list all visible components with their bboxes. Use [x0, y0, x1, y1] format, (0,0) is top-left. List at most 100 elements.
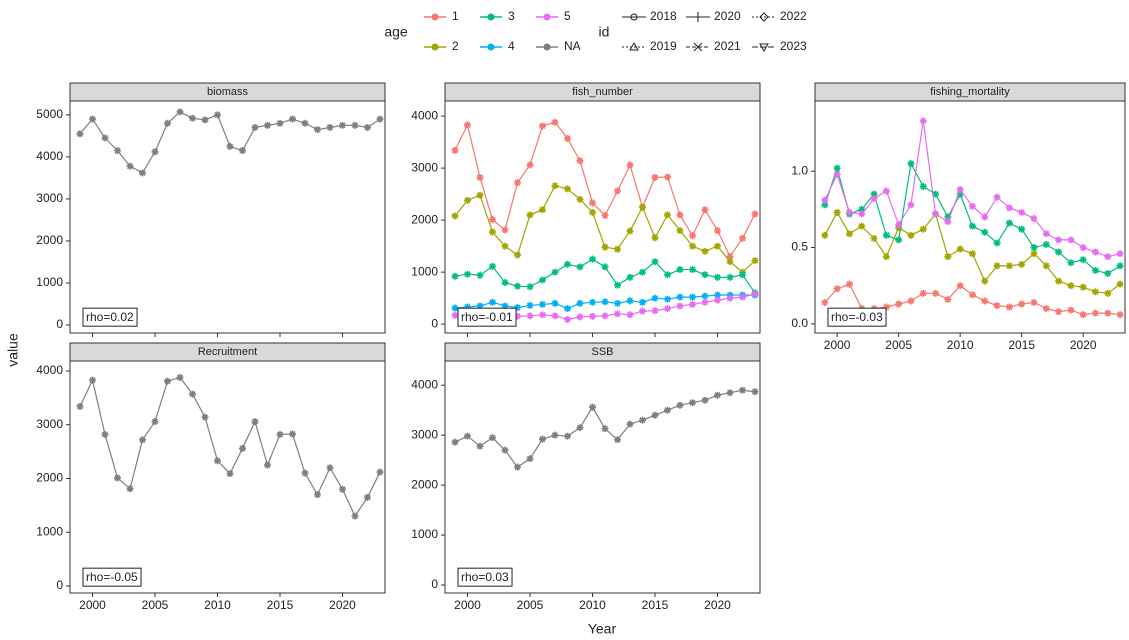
point — [126, 485, 134, 493]
y-tick-label: 4000 — [411, 108, 438, 122]
point — [639, 416, 646, 424]
point — [464, 196, 471, 204]
point — [882, 187, 890, 195]
x-tick-label: 2020 — [704, 598, 731, 612]
point — [589, 255, 596, 263]
point — [176, 373, 184, 381]
point — [751, 290, 759, 298]
point — [968, 291, 976, 299]
point — [576, 157, 584, 165]
point — [833, 164, 841, 172]
point — [614, 245, 621, 253]
point — [726, 273, 734, 281]
legend-key — [487, 43, 495, 51]
point — [833, 208, 841, 216]
legend-key — [431, 43, 439, 51]
point — [626, 161, 634, 169]
point — [76, 402, 84, 410]
point — [639, 298, 646, 306]
point — [551, 118, 559, 126]
x-tick-label: 2000 — [824, 338, 851, 352]
point — [476, 271, 484, 279]
point — [701, 271, 709, 279]
point — [526, 211, 534, 219]
point — [589, 208, 596, 216]
y-tick-label: 1000 — [36, 524, 63, 538]
point — [626, 297, 634, 305]
point — [1005, 303, 1013, 311]
point — [858, 222, 866, 230]
point — [626, 227, 634, 235]
point — [614, 281, 621, 289]
y-tick-label: 1000 — [411, 264, 438, 278]
y-tick-label: 3000 — [36, 191, 63, 205]
y-tick-label: 3000 — [411, 427, 438, 441]
point — [882, 231, 890, 239]
x-tick-label: 2015 — [642, 598, 669, 612]
point — [539, 206, 546, 214]
point — [514, 282, 521, 290]
point — [564, 260, 571, 268]
point — [651, 258, 659, 266]
point — [821, 196, 829, 204]
point — [651, 234, 659, 242]
point — [739, 234, 746, 242]
point — [1030, 244, 1038, 252]
point — [701, 292, 709, 300]
point — [514, 312, 521, 320]
point — [189, 390, 196, 398]
point — [882, 253, 890, 261]
point — [739, 293, 746, 301]
point — [514, 179, 521, 187]
y-tick-label: 0 — [431, 577, 438, 591]
point — [1104, 269, 1112, 277]
point — [726, 258, 734, 266]
annotation: rho=0.02 — [86, 310, 134, 324]
point — [126, 162, 134, 170]
panel-title: fish_number — [572, 86, 633, 98]
y-tick-label: 2000 — [411, 212, 438, 226]
point — [576, 424, 584, 432]
point — [589, 403, 596, 411]
legend-label: 2019 — [650, 39, 677, 53]
point — [114, 474, 121, 482]
point — [639, 307, 646, 315]
point — [564, 305, 571, 313]
point — [689, 232, 696, 240]
point — [919, 289, 927, 297]
point — [601, 298, 609, 306]
point — [845, 208, 853, 216]
point — [1067, 282, 1075, 290]
point — [1067, 259, 1075, 267]
panel — [69, 360, 386, 594]
point — [689, 293, 696, 301]
point — [651, 411, 659, 419]
point — [821, 298, 829, 306]
legend-label: 2 — [452, 39, 459, 53]
point — [1005, 262, 1013, 270]
point — [201, 116, 209, 124]
point — [489, 434, 496, 442]
point — [833, 170, 841, 178]
point — [821, 201, 829, 209]
point — [701, 298, 709, 306]
point — [176, 108, 184, 116]
panel — [444, 360, 761, 594]
point — [539, 435, 546, 443]
point — [589, 298, 596, 306]
point — [451, 438, 459, 446]
x-tick-label: 2010 — [579, 598, 606, 612]
point — [1030, 298, 1038, 306]
annotation: rho=0.03 — [461, 570, 509, 584]
y-tick-label: 0 — [56, 317, 63, 331]
point — [501, 242, 509, 250]
y-tick-label: 2000 — [36, 471, 63, 485]
point — [870, 195, 878, 203]
point — [376, 468, 384, 476]
point — [651, 294, 659, 302]
x-tick-label: 2010 — [204, 598, 231, 612]
point — [1116, 262, 1124, 270]
point — [676, 266, 684, 274]
point — [726, 253, 734, 261]
point — [845, 230, 853, 238]
